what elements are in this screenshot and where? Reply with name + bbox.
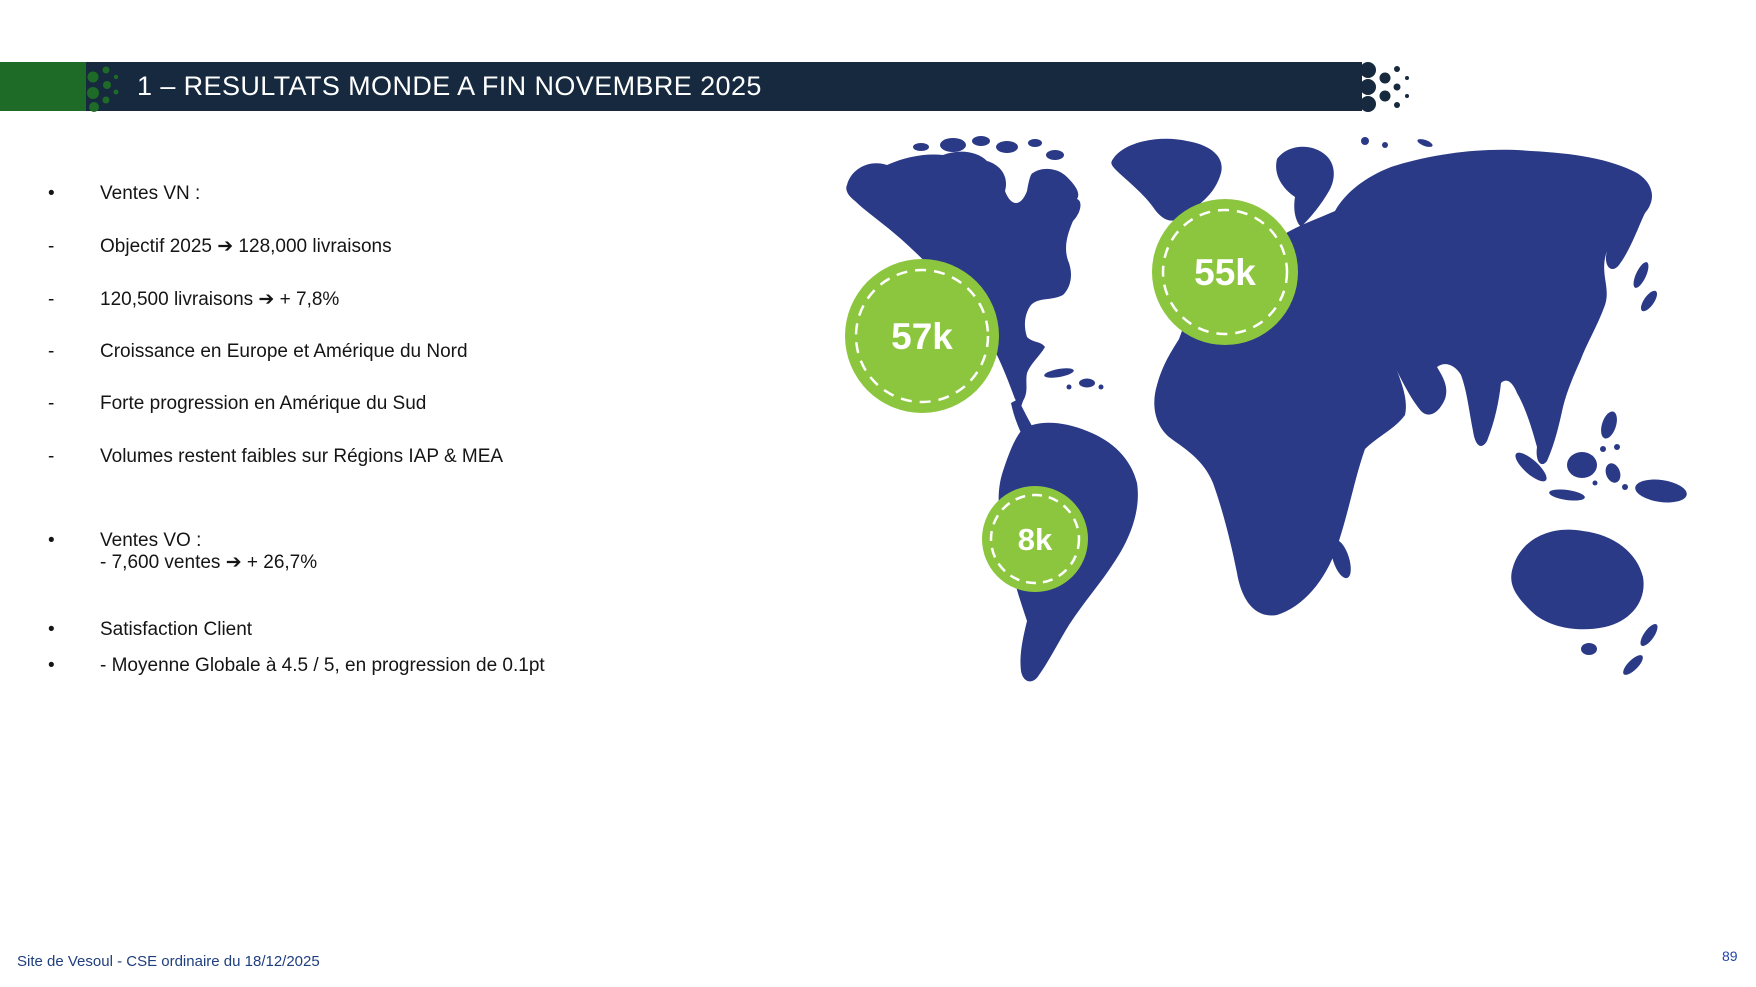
bullet-marker: • bbox=[48, 655, 55, 676]
title-bar-end-dots-icon bbox=[1360, 62, 1409, 112]
page-title: 1 – RESULTATS MONDE A FIN NOVEMBRE 2025 bbox=[137, 71, 762, 101]
bullet-moyenne-globale: • - Moyenne Globale à 4.5 / 5, en progres… bbox=[48, 655, 545, 676]
kpi-bubble-north-america: 57k bbox=[845, 259, 999, 413]
bullet-marker: • bbox=[48, 530, 55, 551]
bullet-marker: - bbox=[48, 236, 55, 257]
kpi-bubble-south-america: 8k bbox=[982, 486, 1088, 592]
bullet-croissance: - Croissance en Europe et Amérique du Nor… bbox=[48, 341, 468, 362]
bullet-volumes-faibles: - Volumes restent faibles sur Régions IAP… bbox=[48, 446, 504, 467]
kpi-value-south-america: 8k bbox=[1018, 522, 1053, 557]
bullet-marker: • bbox=[48, 183, 55, 204]
bullet-marker: - bbox=[48, 289, 55, 310]
kpi-value-europe: 55k bbox=[1194, 252, 1256, 293]
title-bar bbox=[0, 62, 1362, 111]
bullet-satisfaction-client: • Satisfaction Client bbox=[48, 619, 253, 640]
bullet-marker: - bbox=[48, 341, 55, 362]
title-accent-block bbox=[0, 62, 86, 111]
kpi-bubble-europe: 55k bbox=[1152, 199, 1298, 345]
bullet-forte-progression: - Forte progression en Amérique du Sud bbox=[48, 393, 427, 414]
bullet-ventes-vo: • Ventes VO : - 7,600 ventes ➔ + 26,7% bbox=[48, 530, 318, 573]
bullet-marker: - bbox=[48, 446, 55, 467]
bullet-objectif-2025: - Objectif 2025 ➔ 128,000 livraisons bbox=[48, 236, 392, 257]
title-accent-dots-icon bbox=[87, 66, 119, 112]
bullet-marker: - bbox=[48, 393, 55, 414]
bullet-marker: • bbox=[48, 619, 55, 640]
kpi-value-north-america: 57k bbox=[891, 316, 953, 357]
bullet-ventes-vn: • Ventes VN : bbox=[48, 183, 201, 204]
world-map: 57k 55k 8k bbox=[845, 136, 1687, 682]
page-number: 89 bbox=[1722, 948, 1738, 964]
bullet-livraisons: -120,500 livraisons ➔ + 7,8% bbox=[48, 289, 340, 310]
footer-text: Site de Vesoul - CSE ordinaire du 18/12/… bbox=[17, 953, 320, 970]
